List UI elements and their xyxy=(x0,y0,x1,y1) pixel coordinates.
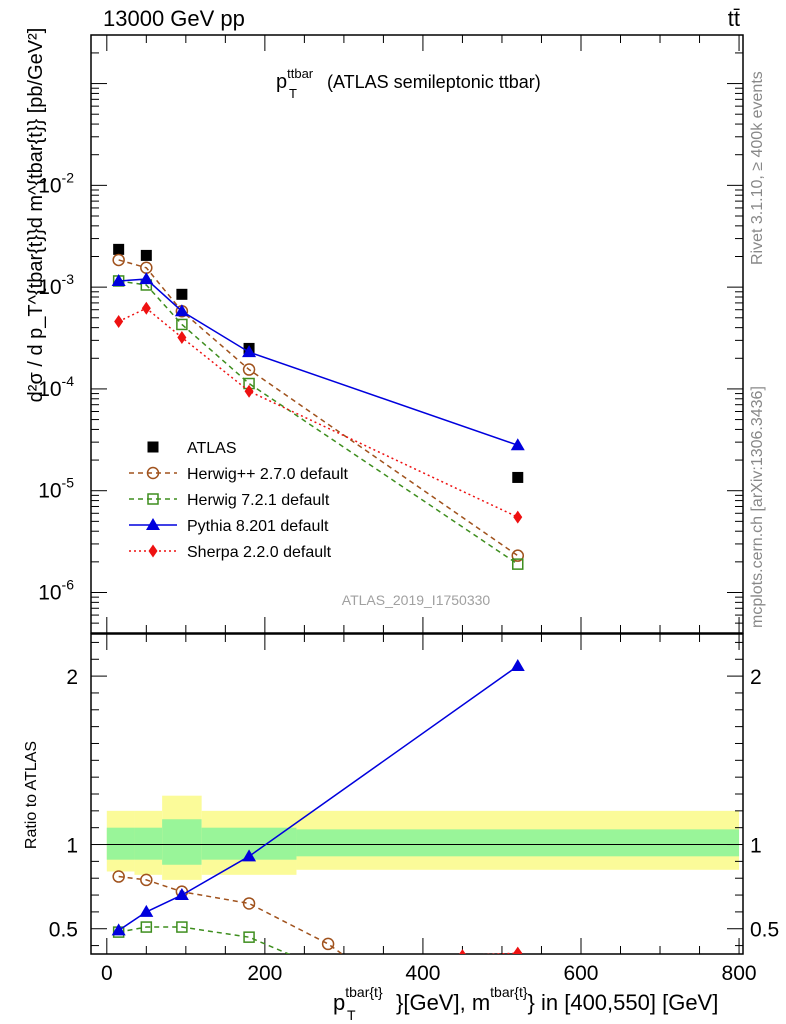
mcplots-label: mcplots.cern.ch [arXiv:1306.3436] xyxy=(749,386,766,628)
xlabel-sup1: tbar{t} xyxy=(345,984,383,1000)
inner-band-4 xyxy=(296,829,740,857)
x-tick-label: 600 xyxy=(563,962,598,985)
ratio-y-axis-label: Ratio to ATLAS xyxy=(23,741,40,849)
upper-y-tick-label: 10-6 xyxy=(38,576,74,604)
legend-label-2: Herwig 7.2.1 default xyxy=(187,492,330,509)
ratio-frame xyxy=(90,633,744,955)
legend-marker-2 xyxy=(147,493,159,505)
title-sup: ttbar xyxy=(287,66,314,81)
ratio-point-1-3 xyxy=(243,931,255,943)
title-p: p xyxy=(276,71,287,93)
process-label: tt̄ xyxy=(728,6,740,31)
x-axis-label: ptbar{t} T}[GeV], mtbar{t}} in [400,550] … xyxy=(333,984,718,1023)
upper-point-3-1 xyxy=(139,272,154,285)
x-tick-label: 800 xyxy=(722,962,757,985)
legend-label-4: Sherpa 2.2.0 default xyxy=(187,544,332,561)
ratio-y-tick-label: 1 xyxy=(66,835,78,858)
ratio-point-0-4 xyxy=(321,937,335,951)
legend-label-1: Herwig++ 2.7.0 default xyxy=(187,466,349,483)
ratio-point-2-0 xyxy=(111,923,126,936)
upper-series xyxy=(111,243,525,570)
inner-band-2 xyxy=(162,819,202,865)
ratio-point-0-5 xyxy=(362,967,373,978)
upper-point-0-1 xyxy=(140,249,152,261)
legend-label-0: ATLAS xyxy=(187,440,237,457)
upper-point-0-2 xyxy=(176,288,188,300)
upper-y-tick-label: 10-3 xyxy=(38,271,74,299)
legend-marker-1 xyxy=(146,466,160,480)
xlabel-sup2: tbar{t} xyxy=(490,984,528,1000)
ratio-point-3-0 xyxy=(459,949,466,954)
upper-point-4-0 xyxy=(114,314,124,328)
legend-marker-4 xyxy=(148,544,158,558)
ratio-y-tick-label: 0.5 xyxy=(49,919,78,942)
ratio-point-2-2 xyxy=(174,888,189,901)
ratio-point-0-1 xyxy=(140,873,153,887)
ratio-y-tick-label-right: 1 xyxy=(750,835,762,858)
x-tick-label: 200 xyxy=(247,962,282,985)
xlabel-p: p xyxy=(333,990,345,1015)
axes: 10-6 10-5 10-4 10-3 10-2 0.5 0.5 1 1 2 2 0 200 400 600… xyxy=(38,34,779,985)
upper-point-4-1 xyxy=(141,301,151,315)
ratio-series-line-0 xyxy=(118,875,344,954)
xlabel-sub: T xyxy=(347,1007,356,1023)
ratio-point-1-1 xyxy=(140,921,153,933)
collision-label: 13000 GeV pp xyxy=(103,6,245,31)
ratio-point-1-2 xyxy=(176,921,188,933)
upper-point-3-3 xyxy=(242,345,257,358)
ratio-point-2-1 xyxy=(139,904,154,917)
ratio-y-tick-label-right: 0.5 xyxy=(750,919,779,942)
x-tick-label: 400 xyxy=(405,962,440,985)
legend: ATLAS Herwig++ 2.7.0 default Herwig 7.2.1 … xyxy=(129,440,349,561)
upper-point-0-0 xyxy=(113,243,125,255)
upper-point-4-3 xyxy=(244,384,254,398)
ratio-series-line-3 xyxy=(482,952,518,954)
ratio-y-tick-label: 2 xyxy=(66,666,78,689)
inner-band-1 xyxy=(134,827,163,860)
upper-point-3-4 xyxy=(510,438,525,451)
upper-point-4-2 xyxy=(177,331,187,345)
inner-band-0 xyxy=(106,827,135,860)
uncertainty-bands xyxy=(106,795,740,880)
upper-y-tick-label: 10-5 xyxy=(38,475,74,503)
ratio-series xyxy=(111,659,525,978)
upper-y-tick-label: 10-2 xyxy=(38,169,74,197)
ratio-point-0-3 xyxy=(242,897,256,910)
upper-series-line-1 xyxy=(118,259,519,557)
upper-y-tick-label: 10-4 xyxy=(38,373,74,401)
xlabel-end: } in [400,550] [GeV] xyxy=(528,990,719,1015)
title-sub: T xyxy=(289,86,297,101)
upper-frame xyxy=(90,34,744,634)
upper-point-2-4 xyxy=(512,558,524,570)
ratio-point-2-3 xyxy=(242,849,257,862)
upper-point-3-2 xyxy=(174,304,189,317)
ratio-y-tick-label-right: 2 xyxy=(750,666,762,689)
watermark: ATLAS_2019_I1750330 xyxy=(342,592,491,608)
upper-y-axis-label: d²σ / d p_T^{tbar{t}}d m^{tbar{t}} [pb/G… xyxy=(25,28,47,403)
rivet-label: Rivet 3.1.10, ≥ 400k events xyxy=(749,71,766,265)
upper-series-line-2 xyxy=(118,280,519,565)
upper-point-1-3 xyxy=(242,363,256,376)
upper-point-3-0 xyxy=(111,273,126,286)
xlabel-mid: }[GeV], m xyxy=(396,990,490,1015)
upper-point-1-4 xyxy=(511,549,525,562)
ratio-point-2-4 xyxy=(510,659,525,671)
x-tick-label: 0 xyxy=(101,962,113,985)
upper-point-1-0 xyxy=(112,253,125,267)
upper-series-line-4 xyxy=(118,307,519,518)
legend-marker-0 xyxy=(147,441,159,453)
upper-series-line-3 xyxy=(118,278,519,446)
chart-title: pttbar T (ATLAS semileptonic ttbar) xyxy=(276,66,541,101)
title-rest: (ATLAS semileptonic ttbar) xyxy=(327,72,541,92)
ratio-point-3-1 xyxy=(513,946,523,954)
ratio-series-line-1 xyxy=(118,926,291,954)
legend-marker-3 xyxy=(146,518,160,530)
legend-label-3: Pythia 8.201 default xyxy=(187,518,329,535)
upper-point-2-2 xyxy=(176,318,188,331)
ratio-point-1-4 xyxy=(315,962,325,972)
ratio-point-0-0 xyxy=(112,870,125,883)
upper-point-4-4 xyxy=(513,510,523,524)
upper-point-0-4 xyxy=(512,471,524,483)
